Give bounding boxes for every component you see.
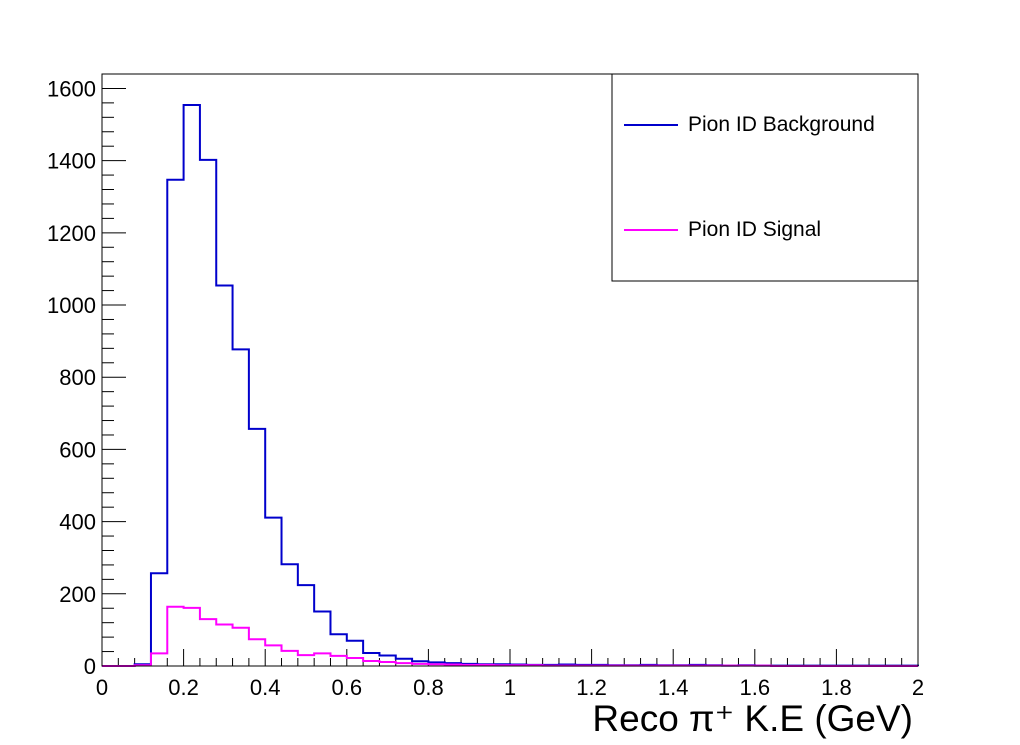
- x-axis-label: Reco π⁺ K.E (GeV): [592, 698, 913, 739]
- y-tick-label: 600: [59, 437, 96, 462]
- plot-frame: [101, 73, 919, 667]
- y-tick-label: 1400: [47, 149, 96, 174]
- tick-labels: 0 0.2 0.4 0.6 0.8 1 1.2 1.4 1.6 1.8 2 0 200 400 600 800…: [47, 76, 924, 700]
- y-tick-label: 1000: [47, 293, 96, 318]
- x-tick-label: 0.8: [413, 675, 444, 700]
- x-tick-label: 1.2: [576, 675, 607, 700]
- x-tick-label: 2: [912, 675, 924, 700]
- x-tick-label: 1.8: [821, 675, 852, 700]
- x-tick-label: 0.4: [250, 675, 281, 700]
- y-tick-label: 1600: [47, 76, 96, 101]
- x-tick-label: 0: [96, 675, 108, 700]
- x-tick-label: 1: [504, 675, 516, 700]
- x-tick-label: 1.4: [658, 675, 689, 700]
- legend-box: [611, 73, 919, 282]
- y-tick-label: 200: [59, 582, 96, 607]
- axis-ticks: [101, 73, 919, 667]
- y-tick-label: 1200: [47, 221, 96, 246]
- y-tick-label: 0: [84, 654, 96, 679]
- x-tick-label: 0.6: [332, 675, 363, 700]
- x-tick-label: 0.2: [168, 675, 199, 700]
- legend: Pion ID Background Pion ID Signal: [611, 73, 919, 282]
- y-tick-label: 400: [59, 510, 96, 535]
- legend-label-signal: Pion ID Signal: [688, 218, 821, 241]
- legend-label-background: Pion ID Background: [688, 113, 875, 136]
- x-tick-label: 1.6: [740, 675, 771, 700]
- y-tick-label: 800: [59, 365, 96, 390]
